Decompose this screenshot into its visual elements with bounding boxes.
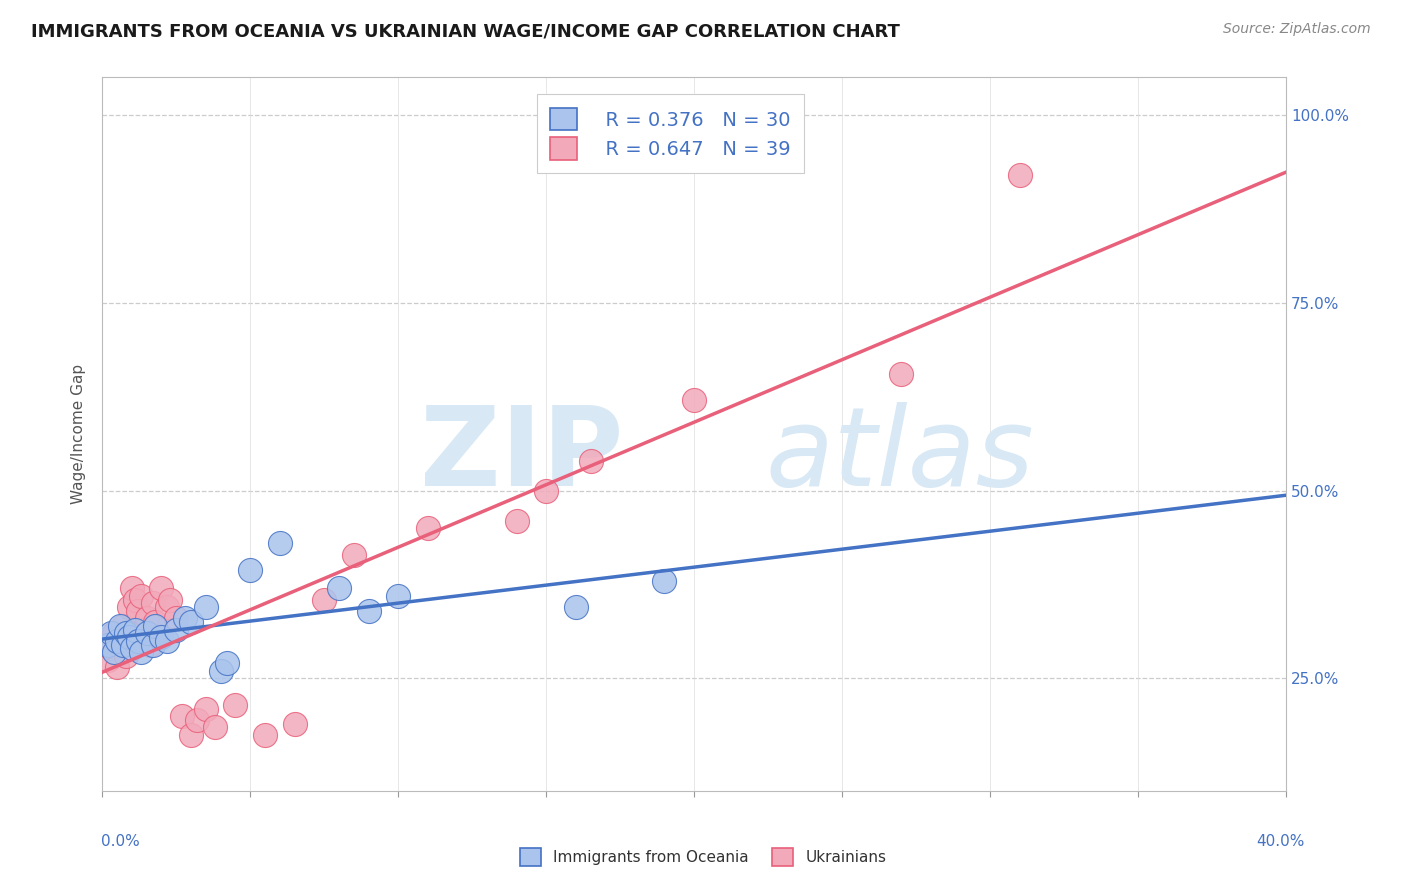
Point (284, 716, 307, 731)
Point (105, 634, 128, 648)
Point (165, 611, 187, 625)
Point (111, 619, 134, 633)
Point (159, 592, 181, 607)
Point (100, 626, 122, 640)
Point (683, 393, 706, 408)
Point (534, 483, 557, 498)
Point (328, 582, 350, 596)
Point (890, 368, 912, 382)
Point (121, 582, 143, 596)
Point (118, 600, 141, 615)
Point (150, 630, 173, 644)
Point (194, 701, 217, 715)
Point (180, 615, 202, 629)
Point (1008, 168, 1031, 182)
Point (269, 536, 291, 550)
Legend:   R = 0.376   N = 30,   R = 0.647   N = 39: R = 0.376 N = 30, R = 0.647 N = 39 (537, 95, 804, 173)
Text: 40.0%: 40.0% (1257, 834, 1305, 849)
Point (204, 720, 226, 734)
Text: atlas: atlas (765, 402, 1033, 509)
Point (654, 574, 676, 588)
Point (132, 623, 155, 637)
Point (145, 619, 167, 633)
Point (129, 589, 152, 603)
Point (148, 630, 170, 644)
Point (138, 638, 160, 652)
Point (387, 589, 409, 603)
Point (165, 623, 187, 637)
Point (239, 562, 262, 576)
Point (314, 592, 336, 607)
Legend: Immigrants from Oceania, Ukrainians: Immigrants from Oceania, Ukrainians (512, 841, 894, 873)
Point (174, 611, 197, 625)
Point (105, 660, 128, 674)
Text: Source: ZipAtlas.com: Source: ZipAtlas.com (1223, 22, 1371, 37)
Point (172, 709, 194, 723)
Point (145, 615, 167, 629)
Text: ZIP: ZIP (419, 402, 623, 509)
Point (186, 713, 208, 727)
Point (121, 641, 143, 656)
Point (115, 648, 138, 663)
Point (156, 634, 179, 648)
Point (97, 653, 120, 667)
Point (343, 548, 366, 562)
Point (564, 600, 586, 615)
Point (103, 626, 125, 640)
Point (224, 698, 246, 712)
Point (108, 638, 131, 652)
Point (115, 626, 138, 640)
Point (215, 657, 238, 671)
Y-axis label: Wage/Income Gap: Wage/Income Gap (72, 364, 86, 504)
Point (127, 634, 149, 648)
Point (124, 623, 146, 637)
Point (357, 604, 380, 618)
Point (108, 619, 131, 633)
Point (103, 645, 125, 659)
Point (111, 638, 134, 652)
Point (135, 611, 157, 625)
Point (97, 638, 120, 652)
Point (100, 641, 122, 656)
Point (253, 728, 276, 742)
Point (416, 521, 439, 535)
Point (127, 604, 149, 618)
Point (505, 514, 527, 528)
Point (141, 638, 163, 652)
Point (118, 630, 141, 644)
Point (156, 600, 179, 615)
Point (180, 728, 202, 742)
Point (129, 645, 152, 659)
Text: 0.0%: 0.0% (101, 834, 141, 849)
Point (150, 582, 173, 596)
Point (194, 600, 217, 615)
Point (124, 592, 146, 607)
Point (141, 596, 163, 610)
Point (135, 626, 157, 640)
Point (579, 453, 602, 467)
Point (209, 664, 232, 678)
Text: IMMIGRANTS FROM OCEANIA VS UKRAINIAN WAGE/INCOME GAP CORRELATION CHART: IMMIGRANTS FROM OCEANIA VS UKRAINIAN WAG… (31, 22, 900, 40)
